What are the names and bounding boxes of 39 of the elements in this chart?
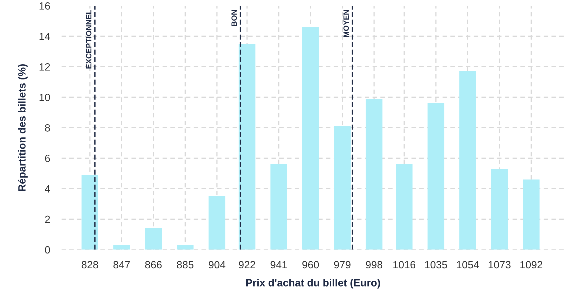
x-tick-label: 904 (208, 261, 226, 269)
x-tick-label: 1092 (520, 261, 543, 269)
bar (491, 169, 508, 250)
y-axis-title: Répartition des billets (%) (18, 64, 28, 192)
bar (302, 27, 320, 250)
bar (523, 180, 540, 250)
x-tick-label: 1054 (457, 261, 480, 269)
bar (460, 72, 476, 250)
y-tick-label: 8 (45, 124, 50, 132)
x-tick-label: 1073 (488, 261, 511, 269)
x-tick-label: 960 (302, 261, 320, 269)
x-tick-label: 828 (82, 261, 98, 269)
y-tick-label: 14 (40, 33, 50, 40)
y-tick-label: 12 (40, 63, 50, 71)
y-tick-label: 2 (45, 216, 50, 224)
bar (145, 228, 162, 250)
x-tick-label: 885 (177, 261, 194, 269)
bar (82, 175, 99, 250)
y-tick-label: 0 (45, 246, 50, 254)
bar (396, 164, 413, 250)
bar (334, 126, 351, 250)
x-tick-label: 1016 (394, 261, 416, 269)
bar (238, 44, 256, 250)
x-tick-label: 847 (114, 261, 130, 269)
y-tick-label: 4 (45, 186, 50, 193)
x-tick-label: 922 (239, 261, 256, 269)
x-axis-title: Prix d'achat du billet (Euro) (246, 279, 380, 289)
x-tick-label: 866 (145, 261, 162, 269)
bar (208, 196, 226, 250)
bar (428, 104, 445, 250)
x-tick-label: 998 (366, 261, 383, 269)
y-tick-label: 10 (40, 94, 50, 102)
bar (366, 98, 383, 250)
bar (270, 164, 288, 250)
y-tick-label: 16 (40, 2, 50, 10)
y-tick-label: 6 (45, 154, 50, 162)
x-tick-label: 979 (334, 261, 351, 269)
x-tick-label: 1035 (425, 261, 448, 269)
x-tick-label: 941 (270, 261, 288, 269)
